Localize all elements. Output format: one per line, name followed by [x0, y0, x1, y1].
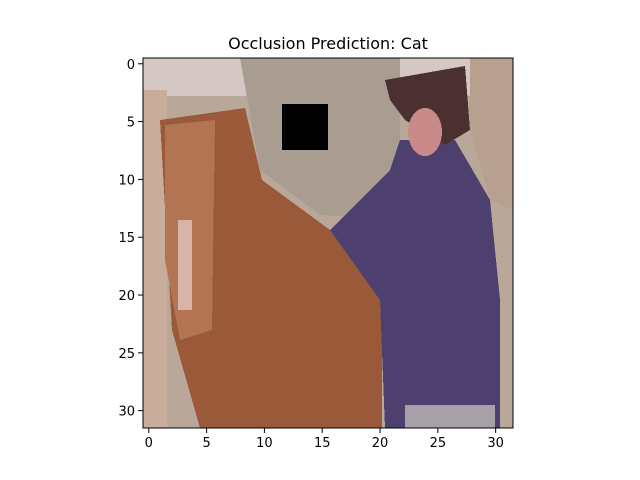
x-tick-label: 25: [430, 436, 447, 451]
x-tick-label: 5: [202, 436, 210, 451]
y-tick-label: 25: [118, 347, 135, 362]
x-tick-label: 20: [372, 436, 389, 451]
x-tick-label: 10: [256, 436, 273, 451]
x-tick-label: 15: [314, 436, 331, 451]
x-tick-label: 30: [487, 436, 504, 451]
y-tick-label: 20: [118, 289, 135, 304]
axes-frame: [142, 57, 514, 429]
y-tick-label: 30: [118, 405, 135, 420]
y-tick-label: 5: [127, 116, 135, 131]
chart-title: Occlusion Prediction: Cat: [228, 34, 428, 53]
y-tick-label: 15: [118, 231, 135, 246]
x-tick-label: 0: [145, 436, 153, 451]
y-tick-label: 0: [127, 58, 135, 73]
image: [143, 58, 513, 428]
y-tick-label: 10: [118, 173, 135, 188]
